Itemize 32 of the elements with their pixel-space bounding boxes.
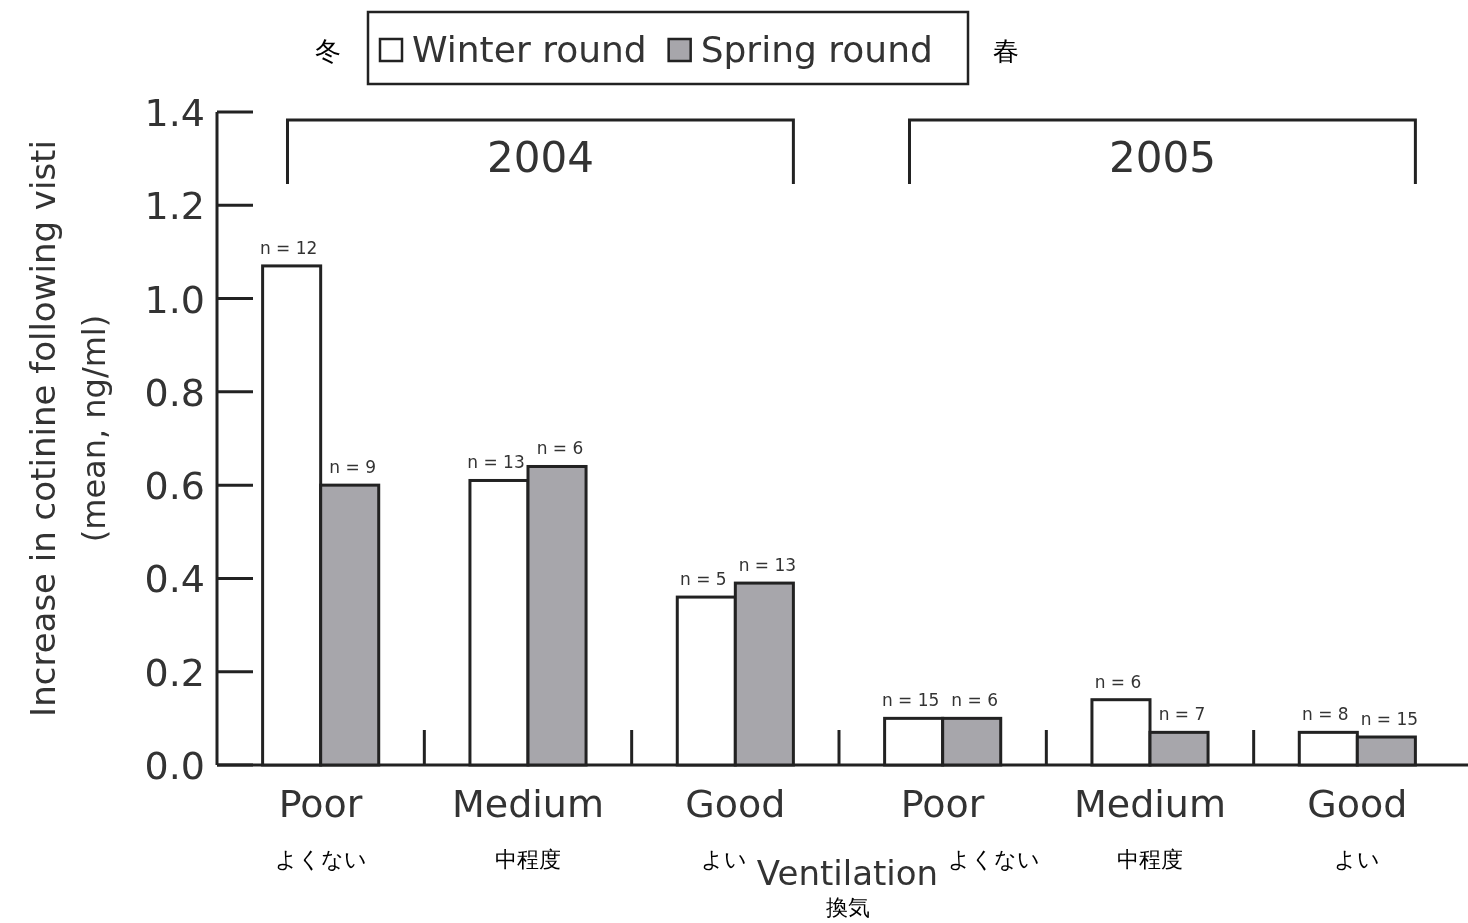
text: 春 (993, 36, 1019, 66)
y-tick-label: 0.8 (144, 370, 205, 415)
x-tick-label: Poor よくない (274, 782, 367, 872)
legend-label: Winter round (412, 29, 647, 70)
annotation: n = 15 (1360, 709, 1419, 730)
annotation: n = 9 (329, 457, 377, 478)
y-tick-label: 0.2 (144, 650, 205, 695)
annotation: n = 13 (738, 555, 797, 576)
annotation: n = 6 (1094, 671, 1142, 692)
x-tick-label: Good よい (1307, 782, 1408, 872)
x-tick-label: Medium 中程度 (452, 782, 604, 872)
annotation: n = 15 (881, 690, 940, 711)
annotation: n = 5 (679, 569, 727, 590)
annotation: 2004 (486, 133, 594, 182)
annotation: n = 7 (1158, 704, 1206, 725)
annotation: 2005 (1108, 133, 1216, 182)
y-tick-label: 0.0 (144, 744, 205, 788)
x-axis-title: Ventilation 換気 (756, 853, 939, 920)
annotation: n = 13 (467, 452, 525, 473)
y-tick-label: 1.4 (144, 91, 205, 135)
y-tick-label: 1.0 (144, 277, 205, 322)
y-tick-label: 0.4 (144, 557, 205, 602)
y-tick-label: 0.6 (144, 464, 205, 509)
annotation: n = 12 (259, 237, 318, 258)
legend-label: Spring round (700, 29, 933, 70)
annotation: n = 6 (951, 690, 999, 711)
x-tick-label: Medium 中程度 (1074, 782, 1226, 872)
annotation: n = 8 (1301, 704, 1349, 725)
y-tick-label: 1.2 (144, 184, 205, 229)
y-axis-title: Increase in cotinine following visti (mean, ng/ml) (23, 140, 113, 717)
annotation: n = 6 (536, 438, 584, 459)
text: 冬 (315, 36, 341, 66)
